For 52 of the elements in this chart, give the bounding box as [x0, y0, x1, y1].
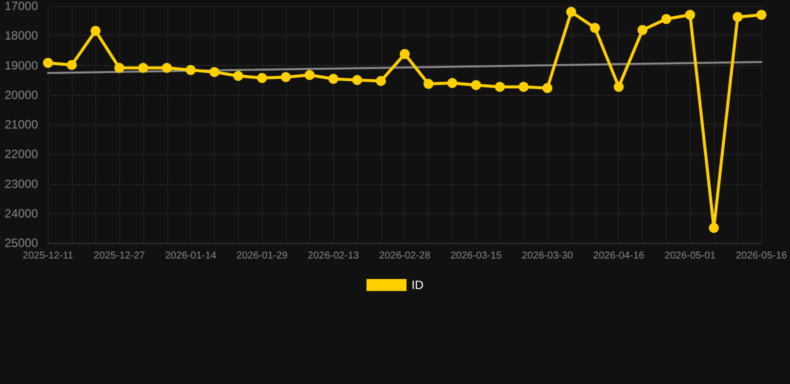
x-tick-label: 2026-04-16 — [593, 250, 645, 262]
y-tick-label: 23000 — [4, 176, 38, 191]
point — [233, 70, 244, 81]
y-tick-label: 24000 — [4, 206, 38, 220]
point — [614, 82, 624, 92]
x-tick-label: 2026-01-14 — [165, 250, 217, 262]
point — [138, 62, 148, 73]
x-tick-label: 2025-12-11 — [22, 250, 74, 262]
point — [66, 60, 77, 70]
legend-label: ID — [412, 278, 424, 292]
x-tick-label: 2026-05-16 — [736, 250, 788, 262]
x-tick-label: 2025-12-27 — [94, 250, 146, 262]
point — [685, 10, 696, 20]
point — [280, 72, 291, 82]
point — [471, 80, 482, 90]
point — [114, 62, 124, 73]
point — [518, 82, 529, 92]
point — [494, 82, 505, 92]
point — [590, 22, 600, 33]
y-tick-label: 22000 — [4, 147, 38, 162]
point — [162, 62, 172, 73]
x-tick-label: 2026-02-13 — [308, 250, 360, 262]
point — [756, 10, 766, 20]
point — [186, 64, 196, 75]
point — [424, 78, 434, 89]
point — [542, 83, 552, 94]
point — [304, 70, 315, 80]
point — [732, 12, 743, 22]
point — [90, 26, 101, 36]
y-tick-label: 20000 — [4, 88, 38, 102]
y-tick-label: 18000 — [4, 28, 38, 43]
point — [708, 222, 719, 233]
x-tick-label: 2026-05-01 — [664, 250, 716, 262]
point — [661, 14, 672, 24]
point — [566, 6, 576, 17]
y-tick-label: 17000 — [4, 0, 38, 13]
point — [328, 74, 338, 84]
x-tick-label: 2026-02-28 — [379, 250, 431, 262]
point — [257, 72, 268, 83]
point — [447, 78, 458, 88]
y-tick-label: 19000 — [4, 58, 38, 72]
point — [352, 75, 362, 86]
point — [400, 48, 410, 59]
point — [638, 25, 648, 35]
point — [43, 58, 53, 68]
y-tick-label: 25000 — [4, 236, 38, 250]
x-tick-label: 2026-01-29 — [236, 250, 288, 262]
x-tick-label: 2026-03-15 — [450, 250, 502, 262]
x-tick-label: 2026-03-30 — [522, 250, 574, 262]
y-tick-label: 21000 — [4, 118, 38, 132]
point — [376, 76, 386, 86]
point — [209, 67, 220, 78]
